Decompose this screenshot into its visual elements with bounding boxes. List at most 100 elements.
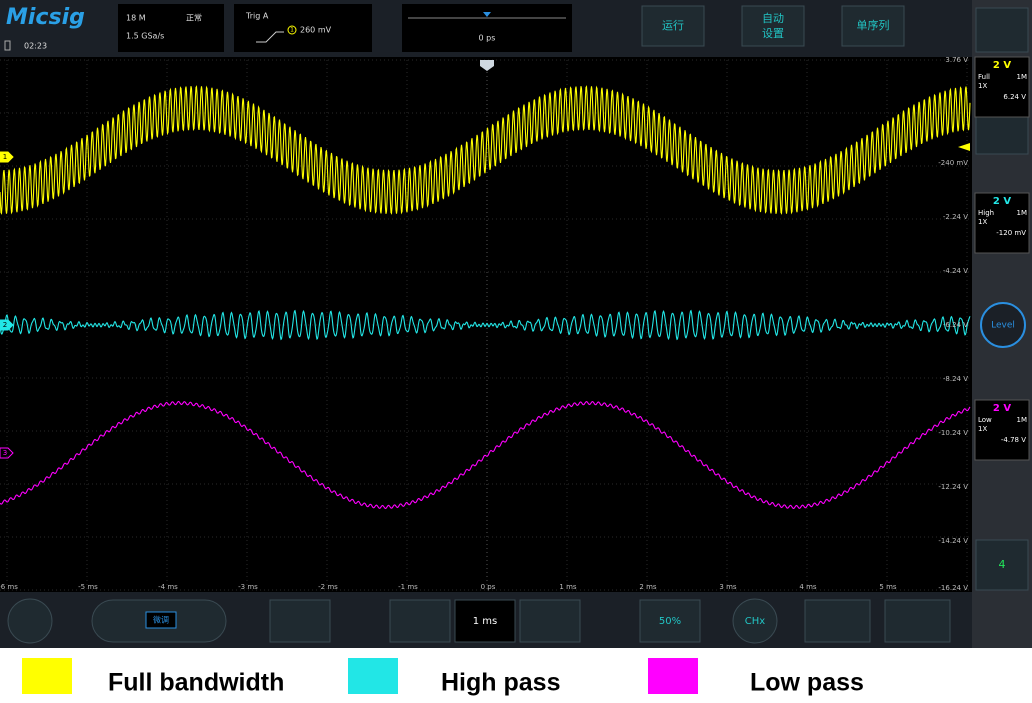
sample-rate: 1.5 GSa/s <box>126 32 164 41</box>
auto-label-1: 自动 <box>762 12 784 25</box>
fine-box <box>145 611 177 629</box>
pulse-button[interactable] <box>975 7 1029 53</box>
timebase-up[interactable] <box>519 599 581 643</box>
fifty-label: 50% <box>659 616 681 627</box>
trigger-level: 260 mV <box>300 26 332 35</box>
channel-box <box>974 192 1030 254</box>
mode: 正常 <box>186 14 202 23</box>
trigger-box[interactable] <box>234 4 372 52</box>
legend-label: Low pass <box>750 669 864 697</box>
time-label: 4 ms <box>799 583 816 591</box>
time-label: 0 ps <box>481 583 496 591</box>
trigger-level-arrow <box>958 143 970 151</box>
level-knob[interactable] <box>980 302 1026 348</box>
waveform <box>0 400 971 510</box>
memory: 18 M <box>126 14 146 23</box>
channel-scale: 2 V <box>993 403 1011 414</box>
trigger-label: Trig A <box>245 12 269 21</box>
chx-button[interactable] <box>732 598 778 644</box>
channel-probe: 1X <box>978 82 987 90</box>
time-label: -3 ms <box>238 583 258 591</box>
channel-filter: High <box>978 209 994 217</box>
waveform <box>0 309 971 341</box>
volt-label: -8.24 V <box>943 375 968 383</box>
legend-area <box>0 648 1032 703</box>
trigger-pos-marker <box>480 60 494 71</box>
time-label: -2 ms <box>318 583 338 591</box>
cursor-v-button[interactable] <box>884 599 951 643</box>
time-label: -4 ms <box>158 583 178 591</box>
volt-label: 3.76 V <box>945 56 968 64</box>
channel-impedance: 1M <box>1017 209 1028 217</box>
position-box <box>402 4 572 52</box>
home-button[interactable] <box>7 598 53 644</box>
time-label: 2 ms <box>639 583 656 591</box>
channel-offset: -120 mV <box>996 229 1026 237</box>
channel-filter: Low <box>978 416 992 424</box>
cursor-h-button[interactable] <box>804 599 871 643</box>
channel-marker-label: 1 <box>3 153 7 161</box>
single-button[interactable] <box>841 5 905 47</box>
single-label: 单序列 <box>857 18 890 32</box>
time-label: -6 ms <box>0 583 18 591</box>
battery-icon <box>4 40 11 51</box>
logo: Micsig <box>6 5 85 30</box>
timebase: 1 ms <box>473 616 498 627</box>
run-label: 运行 <box>662 19 684 32</box>
volt-label: -2.24 V <box>943 213 968 221</box>
legend-label: High pass <box>441 669 560 697</box>
source-ring <box>287 25 297 35</box>
auto-label-2: 设置 <box>762 27 784 40</box>
time-label: 3 ms <box>719 583 736 591</box>
legend-swatch <box>348 658 398 694</box>
auto-button[interactable] <box>741 5 805 47</box>
channel-impedance: 1M <box>1017 416 1028 424</box>
edge-icon <box>256 31 284 43</box>
chx-label: CHx <box>745 616 766 627</box>
channel-scale: 2 V <box>993 196 1011 207</box>
time-label: -1 ms <box>398 583 418 591</box>
time-label: -5 ms <box>78 583 98 591</box>
channel-marker <box>0 447 14 459</box>
save-button[interactable] <box>269 599 331 643</box>
trigger-source: 1 <box>290 27 294 34</box>
legend-swatch <box>22 658 72 694</box>
fifty-button[interactable] <box>639 599 701 643</box>
waveforms <box>0 85 971 510</box>
channel-marker-label: 2 <box>3 321 7 329</box>
channel-box <box>974 56 1030 118</box>
ch4-button[interactable] <box>975 539 1029 591</box>
channel-impedance: 1M <box>1017 73 1028 81</box>
channel-scale: 2 V <box>993 60 1011 71</box>
time-label: 5 ms <box>879 583 896 591</box>
channel-box <box>974 399 1030 461</box>
clock: 02:23 <box>24 42 47 51</box>
volt-label: -12.24 V <box>938 483 968 491</box>
time-label: 1 ms <box>559 583 576 591</box>
channel-offset: 6.24 V <box>1003 93 1026 101</box>
channel-offset: -4.78 V <box>1001 436 1026 444</box>
timebase-box <box>454 599 516 643</box>
channel-filter: Full <box>978 73 990 81</box>
volt-label: -240 mV <box>938 159 968 167</box>
volt-label: -14.24 V <box>938 537 968 545</box>
acq-box <box>118 4 224 52</box>
legend-swatch <box>648 658 698 694</box>
channel-probe: 1X <box>978 425 987 433</box>
channel-probe: 1X <box>978 218 987 226</box>
channel-marker <box>0 319 14 331</box>
waveform <box>0 85 971 215</box>
level-label: Level <box>991 321 1015 331</box>
ch4-label: 4 <box>999 558 1006 571</box>
volt-label: -6.24 V <box>943 321 968 329</box>
channel-marker <box>0 151 14 163</box>
run-button[interactable] <box>641 5 705 47</box>
legend-label: Full bandwidth <box>108 669 284 697</box>
volt-label: -10.24 V <box>938 429 968 437</box>
fine-label: 微调 <box>153 615 169 625</box>
volt-label: -4.24 V <box>943 267 968 275</box>
channel-marker-label: 3 <box>3 449 7 457</box>
volt-label: -16.24 V <box>938 584 968 592</box>
timebase-down[interactable] <box>389 599 451 643</box>
